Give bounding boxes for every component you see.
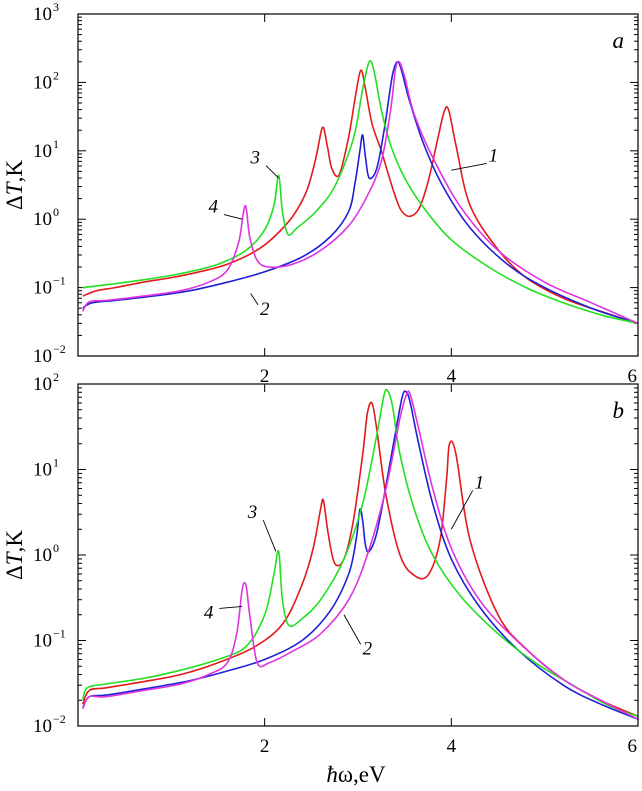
y-tick-exponent: 0 <box>53 541 59 555</box>
curve-label-2: 2 <box>363 638 373 659</box>
x-tick-label: 6 <box>628 736 638 757</box>
curve-label-4: 4 <box>209 197 219 218</box>
curve-label-3: 3 <box>250 148 261 169</box>
y-tick-exponent: 1 <box>53 137 59 151</box>
y-axis-title-prefix: Δ <box>2 195 27 210</box>
y-tick-label: 10 <box>33 278 52 299</box>
x-tick-label: 4 <box>447 736 457 757</box>
y-tick-label: 10 <box>33 4 52 25</box>
y-tick-base: 10 <box>33 72 52 93</box>
curve-label-4: 4 <box>204 602 214 623</box>
y-tick-label: 10 <box>33 374 52 395</box>
series-line-2 <box>82 60 638 325</box>
curve-label-leader <box>219 606 243 609</box>
x-tick-label: 2 <box>260 366 270 387</box>
series-line-3 <box>82 59 638 325</box>
y-axis-title-prefix: Δ <box>2 565 27 580</box>
y-tick-exponent: −1 <box>53 627 66 641</box>
y-tick-label: 10 <box>33 346 52 367</box>
curve-label-1: 1 <box>489 145 499 166</box>
y-tick-exponent: −2 <box>53 342 66 356</box>
series-line-4 <box>82 60 638 325</box>
y-tick-exponent: 3 <box>53 0 59 14</box>
y-tick-label: 10 <box>33 209 52 230</box>
y-tick-base: 10 <box>33 346 52 367</box>
y-tick-exponent: 0 <box>53 205 59 219</box>
y-tick-base: 10 <box>33 374 52 395</box>
y-tick-base: 10 <box>33 460 52 481</box>
y-tick-exponent: 2 <box>53 370 59 384</box>
y-tick-base: 10 <box>33 209 52 230</box>
y-tick-base: 10 <box>33 631 52 652</box>
y-axis-title-suffix: ,K <box>2 160 27 183</box>
curve-label-1: 1 <box>475 472 485 493</box>
y-tick-label: 10 <box>33 72 52 93</box>
y-tick-base: 10 <box>33 716 52 737</box>
curve-label-3: 3 <box>247 502 258 523</box>
series-line-2 <box>81 390 638 720</box>
y-axis-title-var: T <box>2 180 27 195</box>
curve-label-leader <box>450 490 474 530</box>
x-axis-title-hbar: ħ <box>326 762 338 787</box>
plot-frame <box>77 383 639 727</box>
y-tick-exponent: 1 <box>53 456 59 470</box>
y-axis-title: ΔT,K <box>2 530 27 580</box>
curve-label-leader <box>343 614 362 645</box>
x-tick-label: 4 <box>447 366 457 387</box>
y-tick-label: 10 <box>33 631 52 652</box>
y-tick-exponent: 2 <box>53 68 59 82</box>
x-axis-title: ħω,eV <box>326 762 386 787</box>
plot-frame <box>77 13 639 357</box>
curve-label-leader <box>250 293 259 306</box>
y-tick-base: 10 <box>33 545 52 566</box>
curve-label-leader <box>265 165 279 179</box>
curve-label-2: 2 <box>260 299 270 320</box>
x-tick-label: 2 <box>260 736 270 757</box>
panel-letter: b <box>613 398 625 423</box>
y-tick-base: 10 <box>33 278 52 299</box>
y-axis-title-suffix: ,K <box>2 530 27 553</box>
series-line-1 <box>81 401 638 718</box>
y-axis-title-var: T <box>2 550 27 565</box>
y-tick-label: 10 <box>33 460 52 481</box>
x-axis-title-rest: ω,eV <box>338 762 386 787</box>
panel-letter: a <box>613 28 625 53</box>
curve-label-leader <box>262 519 277 552</box>
curve-label-leader <box>451 162 487 171</box>
y-axis-title: ΔT,K <box>2 160 27 210</box>
series-line-1 <box>82 69 638 325</box>
y-tick-label: 10 <box>33 141 52 162</box>
y-tick-exponent: −2 <box>53 712 66 726</box>
curve-label-leader <box>223 214 243 220</box>
series-line-4 <box>81 390 638 720</box>
y-tick-label: 10 <box>33 716 52 737</box>
y-tick-base: 10 <box>33 4 52 25</box>
y-tick-base: 10 <box>33 141 52 162</box>
series-line-3 <box>81 388 638 718</box>
y-tick-label: 10 <box>33 545 52 566</box>
y-tick-exponent: −1 <box>53 274 66 288</box>
x-tick-label: 6 <box>628 366 638 387</box>
